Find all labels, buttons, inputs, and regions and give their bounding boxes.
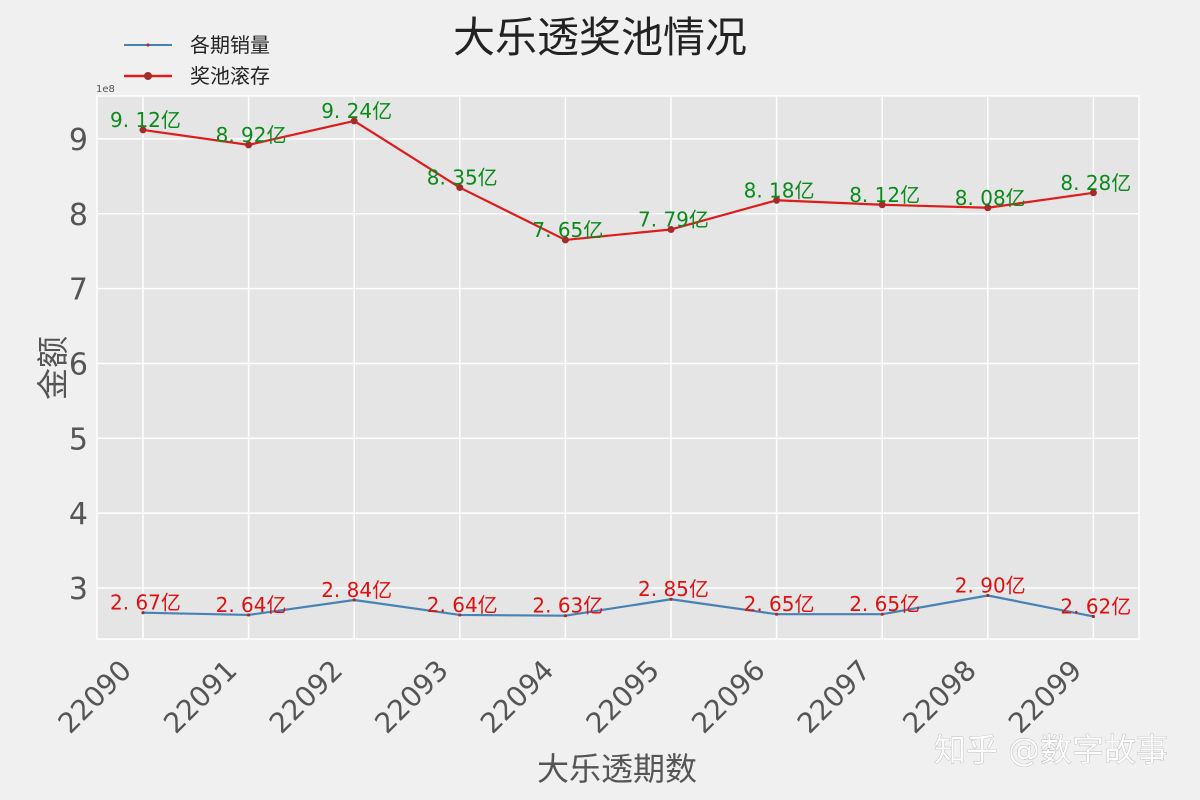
legend-item-pool[interactable]: 奖池滚存: [124, 64, 270, 88]
star-marker-icon: [146, 43, 150, 47]
y-offset-text: 1e8: [96, 84, 115, 95]
plot-area: [96, 95, 1140, 640]
y-tick-label: 3: [69, 572, 88, 607]
x-tick-label: 22098: [896, 654, 982, 740]
legend-label-pool: 奖池滚存: [190, 64, 270, 88]
series-lines: [139, 117, 1097, 619]
y-tick-label: 6: [69, 347, 88, 382]
y-tick-label: 4: [69, 497, 88, 532]
x-tick-label: 22097: [791, 654, 877, 740]
x-tick-label: 22090: [52, 654, 138, 740]
data-label: 2. 65亿: [849, 592, 920, 616]
data-point-star: [141, 611, 145, 615]
data-label: 2. 85亿: [638, 577, 709, 601]
legend-label-sales: 各期销量: [190, 33, 270, 57]
legend: 各期销量 奖池滚存: [124, 33, 270, 88]
data-point-circle: [139, 126, 147, 134]
data-label: 2. 65亿: [744, 592, 815, 616]
x-tick-label: 22094: [474, 654, 560, 740]
data-point-circle: [1089, 189, 1097, 197]
data-point-star: [563, 614, 568, 618]
circle-marker-icon: [144, 72, 152, 80]
y-tick-label: 9: [69, 123, 88, 158]
data-label: 2. 84亿: [321, 578, 392, 602]
pool-line: [142, 119, 1094, 242]
data-point-circle: [456, 184, 464, 192]
data-point-circle: [773, 196, 781, 204]
data-label: 8. 35亿: [427, 166, 498, 190]
data-point-star: [986, 593, 990, 598]
data-labels: 2. 67亿 2. 64亿 2. 84亿 2. 64亿 2. 63亿 2. 85亿 2. 6…: [110, 99, 1131, 619]
y-axis-label: 金额: [34, 336, 72, 400]
data-point-star: [352, 598, 356, 602]
data-point-circle: [984, 204, 992, 212]
data-label: 2. 64亿: [216, 593, 287, 617]
x-tick-label: 22099: [1002, 654, 1088, 740]
data-label: 2. 63亿: [532, 594, 603, 618]
data-point-star: [1091, 614, 1095, 619]
data-point-star: [247, 613, 251, 617]
watermark: 知乎 @数字故事: [934, 731, 1168, 769]
x-axis-label: 大乐透期数: [537, 750, 697, 788]
data-label: 8. 08亿: [955, 186, 1026, 210]
y-tick-label: 5: [69, 422, 88, 457]
legend-item-sales[interactable]: 各期销量: [124, 33, 270, 57]
data-label: 2. 64亿: [427, 593, 498, 617]
data-label: 9. 12亿: [110, 108, 181, 132]
data-point-star: [458, 613, 462, 617]
data-point-star: [880, 612, 884, 616]
data-label: 2. 67亿: [110, 591, 181, 615]
sales-line: [142, 594, 1094, 618]
data-label: 7. 79亿: [638, 207, 709, 231]
data-point-circle: [878, 201, 886, 209]
x-tick-label: 22091: [157, 654, 243, 740]
data-label: 8. 92亿: [216, 123, 287, 147]
x-tick-label: 22095: [580, 654, 666, 740]
data-point-star: [669, 597, 673, 601]
data-point-star: [775, 612, 779, 616]
y-tick-label: 7: [69, 273, 88, 308]
chart-title: 大乐透奖池情况: [453, 13, 747, 62]
data-label: 8. 28亿: [1060, 171, 1131, 195]
data-label: 8. 12亿: [849, 183, 920, 207]
x-tick-label: 22096: [685, 654, 771, 740]
data-point-circle: [667, 225, 675, 233]
data-label: 7. 65亿: [532, 218, 603, 242]
data-label: 2. 62亿: [1060, 594, 1131, 618]
data-point-circle: [561, 236, 569, 244]
data-point-circle: [350, 117, 358, 125]
x-tick-label: 22092: [263, 654, 349, 740]
y-axis-ticks: 3 4 5 6 7 8 9: [69, 123, 88, 607]
data-point-circle: [245, 141, 253, 149]
data-label: 8. 18亿: [744, 178, 815, 202]
data-label: 9. 24亿: [321, 99, 392, 123]
x-tick-label: 22093: [368, 654, 454, 740]
data-label: 2. 90亿: [955, 573, 1026, 597]
y-tick-label: 8: [69, 198, 88, 233]
x-axis-ticks: 22090 22091 22092 22093 22094 22095 22096 22097…: [52, 654, 1089, 740]
